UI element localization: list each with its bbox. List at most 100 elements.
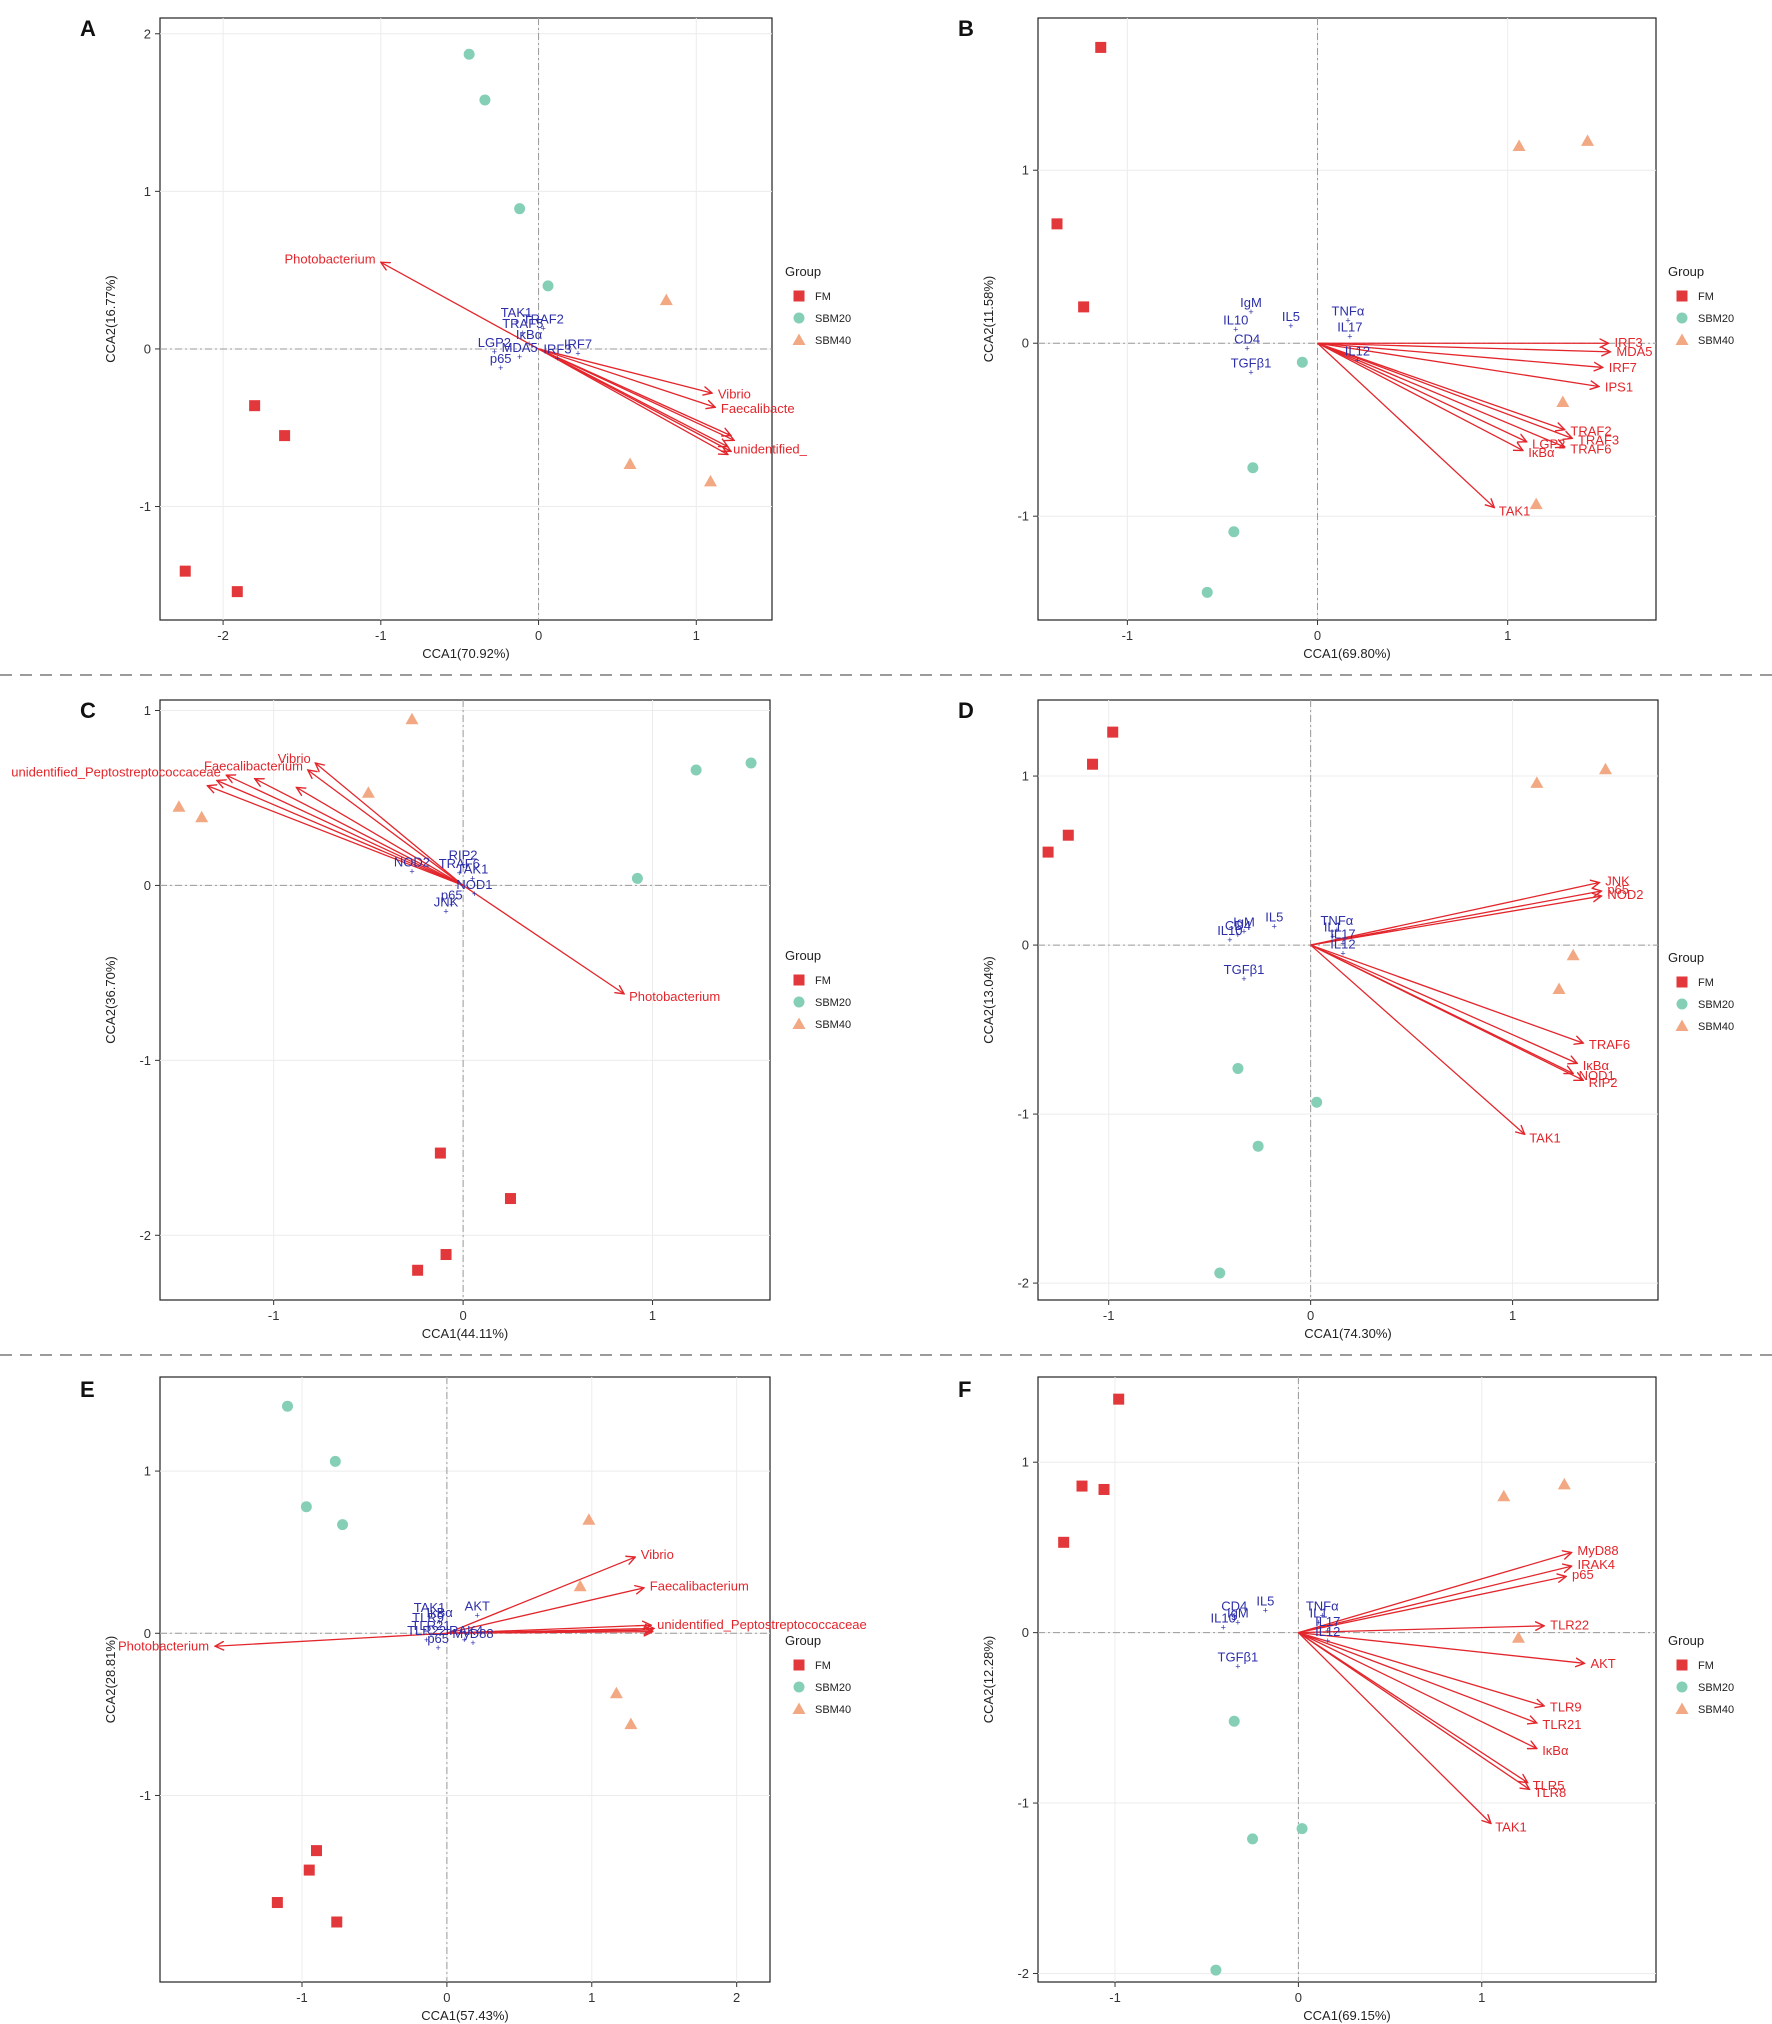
vector-arrow: [1317, 342, 1495, 507]
vector-arrow: [1310, 883, 1600, 946]
x-axis-label: CCA1(70.92%): [422, 646, 509, 661]
variable-point: +: [555, 353, 560, 363]
variable-point: +: [428, 1630, 433, 1640]
variable-point: +: [437, 1617, 442, 1627]
variable-label: CD4: [1221, 1599, 1247, 1614]
vector-arrow: [1298, 1632, 1536, 1749]
variable-label: TGFβ1: [1231, 356, 1272, 371]
variable-label: CD4: [1234, 331, 1260, 346]
legend-label: SBM20: [1698, 999, 1734, 1011]
legend-label: SBM20: [1698, 1682, 1734, 1694]
vector-arrow: [1298, 1632, 1529, 1790]
variable-label: TLR22: [407, 1623, 446, 1638]
legend-key-sbm40: [1675, 1019, 1689, 1031]
sample-point-fm: [1087, 758, 1099, 770]
sample-point-sbm20: [1247, 1833, 1259, 1845]
variable-label: LGP2: [478, 335, 511, 350]
vector-arrow: [1298, 1626, 1544, 1634]
variable-label: AKT: [465, 1598, 490, 1613]
variable-point: +: [492, 347, 497, 357]
plot-frame: [1037, 1376, 1657, 1983]
sample-point-sbm20: [1228, 1715, 1240, 1727]
legend-title: Group: [785, 264, 821, 279]
variable-label: IκBα: [516, 327, 543, 342]
sample-point-sbm40: [582, 1513, 596, 1525]
legend-title: Group: [785, 1633, 821, 1648]
sample-point-fm: [331, 1916, 343, 1928]
sample-point-sbm40: [1581, 134, 1595, 146]
panel-c: C -1 0 1 -2 -1 0 1 CCA1(44.11%) CCA2(36.70%) Vibri…: [11, 698, 851, 1341]
variable-point: +: [1241, 974, 1246, 984]
sample-point-sbm40: [195, 810, 209, 823]
vector-arrow: [226, 775, 464, 887]
vector-label: RIP2: [1589, 1075, 1618, 1090]
variable-point: +: [427, 1612, 432, 1622]
variable-point: +: [1272, 921, 1277, 931]
vector-label: unidentified_Peptostreptococcaceae: [657, 1617, 867, 1632]
variable-point: +: [1221, 1623, 1226, 1633]
vector-label: TRAF6: [1589, 1037, 1630, 1052]
vector-arrow: [538, 348, 713, 393]
variable-label: p65: [490, 351, 512, 366]
vector-arrow: [538, 348, 728, 455]
sample-point-sbm40: [624, 1717, 638, 1730]
vector-label: TAK1: [1495, 1820, 1527, 1835]
x-axis-label: CCA1(74.30%): [1304, 1326, 1391, 1341]
legend: Group FM SBM20 SBM40: [1668, 264, 1734, 347]
variable-point: +: [1325, 1626, 1330, 1636]
y-tick-label: 1: [144, 1464, 151, 1479]
vector-arrow: [446, 1632, 653, 1634]
sample-point-sbm40: [1566, 948, 1580, 961]
sample-point-sbm40: [659, 293, 673, 306]
panel-letter: C: [80, 698, 96, 723]
y-tick-label: 0: [144, 1626, 151, 1641]
sample-point-sbm20: [1210, 1964, 1222, 1976]
y-tick-label: 2: [144, 26, 151, 41]
variable-point: +: [526, 339, 531, 349]
sample-point-sbm40: [1529, 497, 1543, 510]
plot-frame: [1037, 17, 1657, 621]
vector-label: unidentified_: [733, 441, 807, 456]
x-tick-label: 1: [649, 1308, 656, 1323]
y-tick-label: 1: [1022, 769, 1029, 784]
sample-point-fm: [1098, 1483, 1110, 1495]
sample-point-fm: [249, 400, 261, 412]
variable-point: +: [462, 1635, 467, 1645]
variable-point: +: [1235, 1617, 1240, 1627]
vector-label: TAK1: [1499, 504, 1531, 519]
variable-label: IL5: [1265, 909, 1283, 924]
legend-label: FM: [1698, 977, 1714, 989]
vector-arrow: [315, 763, 464, 886]
legend-label: SBM40: [815, 335, 851, 347]
panel-e: E -1 0 1 2 -1 0 1 CCA1(57.43%) CCA2(28.81%) Photob…: [80, 1376, 867, 2023]
vector-label: TAK1: [1529, 1130, 1561, 1145]
legend-label: SBM20: [815, 313, 851, 325]
variable-label: TLR9: [412, 1610, 444, 1625]
vector-label: p65: [1572, 1567, 1594, 1582]
panel-f: F -1 0 1 -2 -1 0 1 CCA1(69.15%) CCA2(12.28%) MyD88…: [958, 1376, 1734, 2023]
vector-label: Vibrio: [718, 387, 751, 402]
variable-point: +: [424, 1635, 429, 1645]
vector-arrow: [1310, 944, 1578, 1063]
legend-label: FM: [1698, 1660, 1714, 1672]
vector-arrow: [1317, 342, 1565, 447]
vector-label: NOD2: [1607, 887, 1643, 902]
sample-point-fm: [231, 586, 243, 598]
vector-label: IκBα: [1542, 1743, 1569, 1758]
variable-point: +: [472, 889, 477, 899]
sample-point-sbm20: [463, 48, 475, 60]
variable-point: +: [436, 1643, 441, 1653]
variable-label: RIP2: [449, 847, 478, 862]
variable-point: +: [1288, 321, 1293, 331]
vector-arrow: [1317, 342, 1527, 442]
legend-label: FM: [815, 975, 831, 987]
sample-point-sbm20: [1201, 586, 1213, 598]
panel-d: D -1 0 1 -2 -1 0 1 CCA1(74.30%) CCA2(13.04%) JNKp6…: [958, 698, 1734, 1341]
y-tick-label: -1: [1017, 1107, 1029, 1122]
legend-label: SBM20: [1698, 313, 1734, 325]
x-tick-label: -1: [296, 1990, 308, 2005]
sample-point-sbm20: [514, 203, 526, 215]
variable-point: +: [460, 859, 465, 869]
variable-label: IL10: [1223, 312, 1248, 327]
y-tick-label: -1: [139, 1053, 151, 1068]
